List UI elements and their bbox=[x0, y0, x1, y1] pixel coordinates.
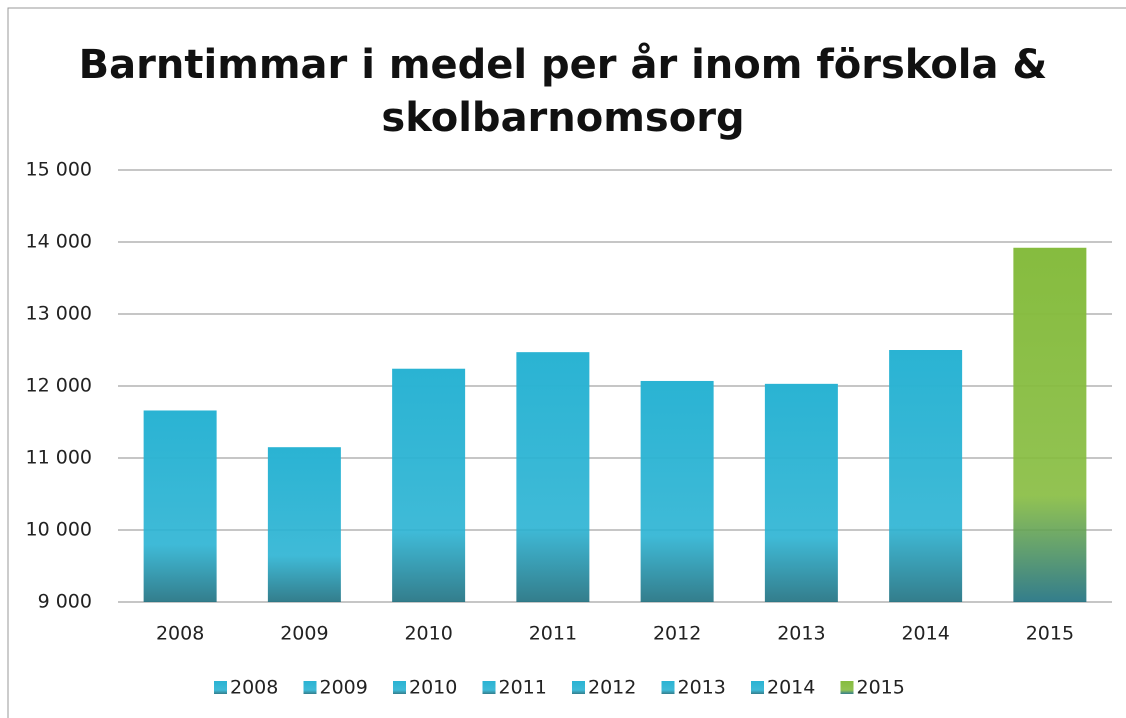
legend-label: 2015 bbox=[857, 677, 905, 699]
y-tick-label: 15 000 bbox=[26, 159, 92, 181]
x-tick-label: 2011 bbox=[529, 623, 577, 645]
bar bbox=[764, 383, 838, 602]
x-tick-label: 2008 bbox=[156, 623, 204, 645]
y-tick-label: 13 000 bbox=[26, 303, 92, 325]
legend-label: 2011 bbox=[499, 677, 547, 699]
legend-swatch bbox=[303, 681, 317, 694]
x-tick-label: 2014 bbox=[901, 623, 949, 645]
legend-swatch bbox=[482, 681, 496, 694]
legend-label: 2013 bbox=[678, 677, 726, 699]
chart-title: skolbarnomsorg bbox=[381, 95, 744, 141]
legend-swatch bbox=[840, 681, 854, 694]
legend-label: 2008 bbox=[230, 677, 278, 699]
legend-swatch bbox=[751, 681, 764, 694]
bar bbox=[640, 380, 714, 602]
bar bbox=[267, 447, 341, 602]
chart-title: Barntimmar i medel per år inom förskola … bbox=[79, 41, 1048, 88]
legend-label: 2012 bbox=[588, 677, 636, 699]
legend-label: 2009 bbox=[320, 677, 368, 699]
y-tick-label: 9 000 bbox=[38, 591, 92, 613]
y-tick-label: 12 000 bbox=[26, 375, 92, 397]
x-tick-label: 2010 bbox=[404, 623, 452, 645]
y-tick-label: 10 000 bbox=[26, 519, 92, 541]
x-tick-label: 2013 bbox=[777, 623, 825, 645]
bar bbox=[392, 368, 466, 602]
bar bbox=[516, 352, 590, 602]
y-tick-label: 14 000 bbox=[26, 231, 92, 253]
legend-label: 2014 bbox=[767, 677, 815, 699]
bar bbox=[1013, 247, 1087, 602]
bar bbox=[889, 350, 963, 602]
legend-swatch bbox=[661, 681, 675, 694]
legend-swatch bbox=[214, 681, 227, 694]
x-tick-label: 2009 bbox=[280, 623, 328, 645]
x-tick-label: 2012 bbox=[653, 623, 701, 645]
bar bbox=[143, 410, 217, 602]
x-tick-label: 2015 bbox=[1026, 623, 1074, 645]
legend-swatch bbox=[572, 681, 585, 694]
legend-swatch bbox=[393, 681, 406, 694]
legend-label: 2010 bbox=[409, 677, 457, 699]
y-tick-label: 11 000 bbox=[26, 447, 92, 469]
